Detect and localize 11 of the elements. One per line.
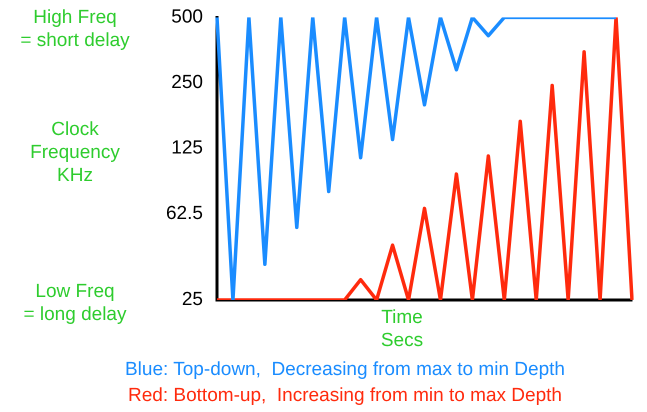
y-tick-label: 500 [171, 6, 203, 28]
y-tick-label: 125 [171, 137, 203, 158]
y-tick-label: 62.5 [166, 202, 203, 224]
text: Red: Bottom-up, Increasing from min to max Depth [126, 384, 563, 407]
text: Low Freq = long delay [22, 280, 128, 326]
y-tick-label: 25 [182, 289, 203, 310]
x-axis-title: Time Secs [380, 306, 424, 352]
text: High Freq = short delay [19, 6, 131, 52]
text: Blue: Top-down, Decreasing from max to min Depth [124, 358, 566, 381]
y-tick-label: 250 [171, 72, 203, 94]
y-axis-title: Clock Frequency KHz [29, 118, 121, 187]
